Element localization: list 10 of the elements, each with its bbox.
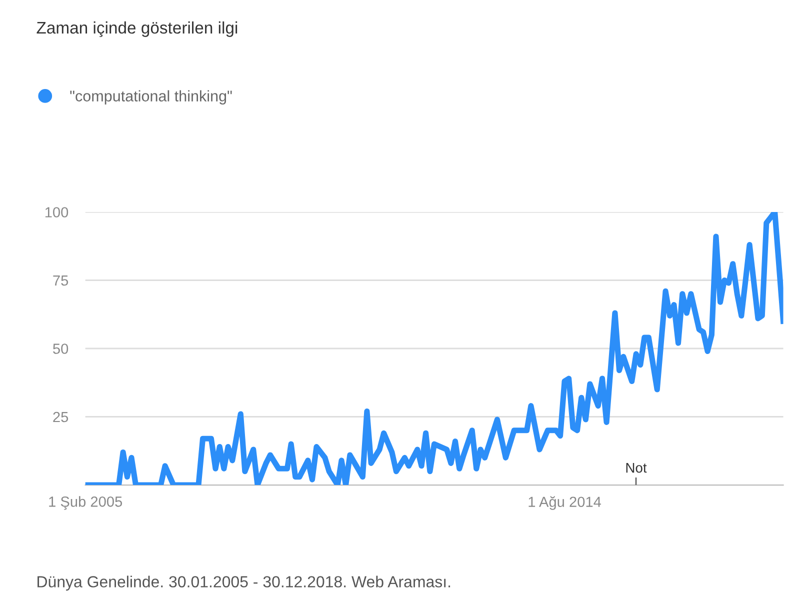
annotation: Not: [626, 463, 647, 473]
x-tick-label: 1 Şub 2005: [49, 496, 122, 510]
y-tick-label: 100: [45, 207, 68, 218]
y-tick-label: 75: [53, 276, 68, 286]
chart-title: Zaman içinde gösterilen ilgi: [36, 21, 238, 38]
text: Dünya Genelinde. 30.01.2005 - 30.12.2018. Web Araması.: [38, 576, 450, 591]
x-tick-label: 1 Ağu 2014: [528, 496, 602, 510]
y-tick-label: 50: [53, 344, 68, 354]
legend-label: "computational thinking": [70, 90, 232, 104]
y-tick-label: 25: [53, 412, 68, 422]
